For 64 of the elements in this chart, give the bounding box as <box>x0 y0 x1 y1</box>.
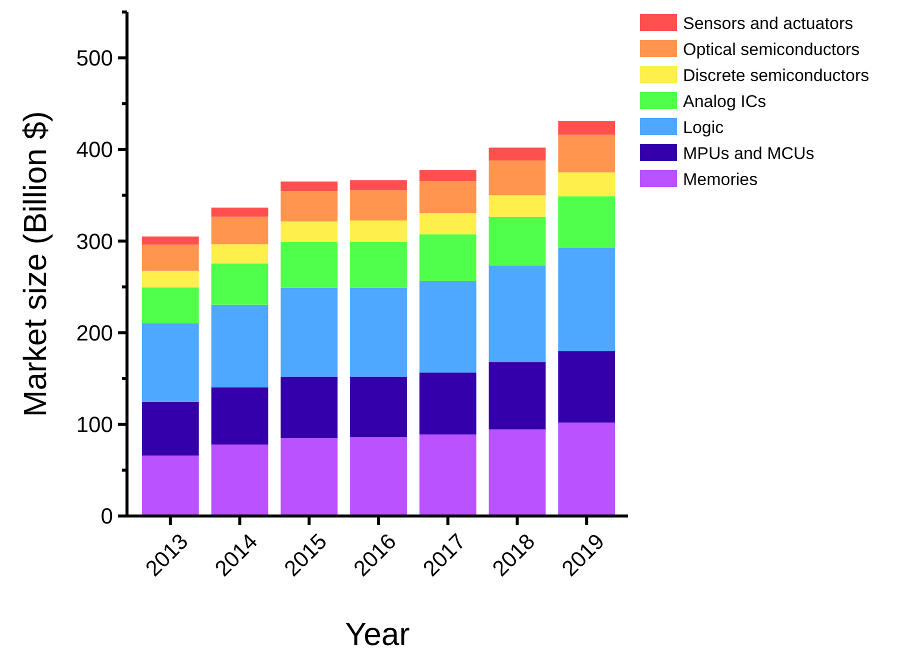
bar <box>419 213 476 234</box>
legend-label: Logic <box>683 118 724 137</box>
bar <box>488 429 546 516</box>
y-tick-label: 300 <box>76 228 113 254</box>
bar <box>488 195 546 217</box>
bar <box>488 160 546 196</box>
bar <box>211 208 268 217</box>
legend-label: Sensors and actuators <box>683 14 854 33</box>
bar <box>211 387 268 445</box>
legend-label: Analog ICs <box>683 92 766 111</box>
bar <box>211 304 268 388</box>
legend-label: MPUs and MCUs <box>683 144 814 163</box>
bar <box>142 323 199 402</box>
bar <box>280 376 338 438</box>
bar <box>142 244 199 271</box>
bar <box>558 351 616 423</box>
bar <box>350 376 407 438</box>
bar <box>419 181 476 214</box>
bar <box>558 196 616 248</box>
y-tick-label: 100 <box>76 412 113 438</box>
legend-label: Discrete semiconductors <box>683 66 870 85</box>
bar <box>488 216 546 266</box>
bar <box>280 182 338 192</box>
bar <box>350 180 407 190</box>
bar <box>280 438 338 516</box>
bar <box>280 221 338 242</box>
bar <box>558 134 616 172</box>
y-tick-label: 400 <box>76 137 113 162</box>
bar <box>419 372 476 434</box>
bar <box>488 362 546 430</box>
bar <box>142 402 199 456</box>
bar <box>350 190 407 220</box>
bar <box>419 234 476 281</box>
y-tick-label: 0 <box>100 504 113 529</box>
bar <box>558 121 616 135</box>
bar <box>419 280 476 373</box>
bar <box>558 248 616 352</box>
bar <box>350 437 407 516</box>
bar <box>558 422 616 516</box>
bar <box>419 170 476 182</box>
x-axis-title: Year <box>345 616 410 652</box>
bar <box>488 148 546 160</box>
bar <box>211 216 268 244</box>
bar <box>488 265 546 362</box>
legend-label: Memories <box>683 170 758 189</box>
bar <box>419 434 476 516</box>
y-axis-title: Market size (Billion $) <box>17 111 53 417</box>
bar <box>142 287 199 324</box>
bar <box>558 172 616 196</box>
bar <box>211 444 268 516</box>
bar <box>211 264 268 305</box>
bar <box>350 242 407 288</box>
y-tick-label: 200 <box>76 320 113 346</box>
bar <box>350 288 407 377</box>
bar <box>142 456 199 516</box>
bar <box>142 236 199 245</box>
bar <box>280 191 338 222</box>
bar <box>350 220 407 242</box>
bar <box>211 244 268 264</box>
y-tick-label: 500 <box>76 46 113 71</box>
bar <box>280 288 338 377</box>
bar <box>142 270 199 288</box>
bar <box>280 242 338 288</box>
legend-label: Optical semiconductors <box>683 40 860 59</box>
